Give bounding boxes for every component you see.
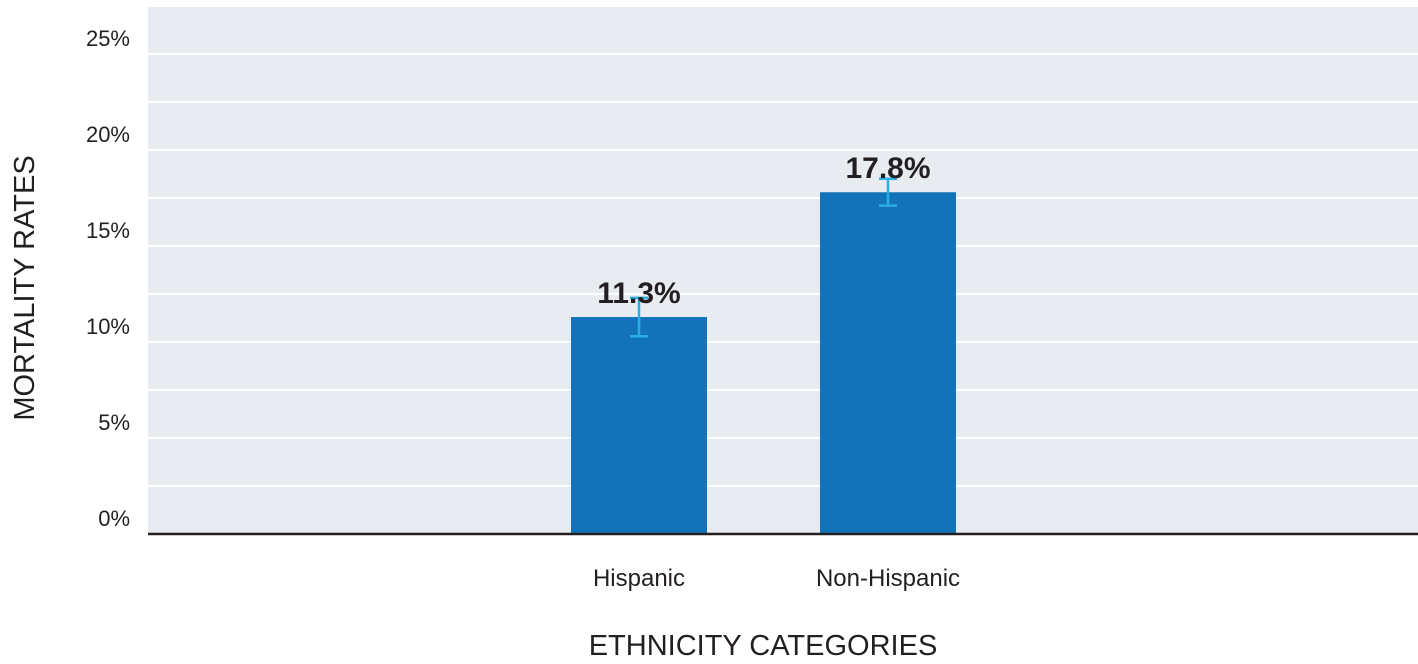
y-tick-label: 0% — [98, 506, 130, 531]
plot-background — [148, 6, 1418, 534]
y-tick-label: 25% — [86, 26, 130, 51]
bar-non-hispanic — [820, 192, 956, 535]
y-axis-title: MORTALITY RATES — [9, 155, 41, 420]
bars — [571, 192, 956, 535]
y-axis-ticks: 0% 5% 10% 15% 20% 25% — [86, 26, 130, 531]
data-label: 17.8% — [845, 152, 930, 185]
error-bars — [630, 177, 897, 338]
error-bar — [630, 296, 648, 338]
x-axis-title: ETHNICITY CATEGORIES — [589, 630, 938, 662]
bar-hispanic — [571, 317, 707, 534]
gridlines — [148, 5, 1418, 487]
y-tick-label: 5% — [98, 410, 130, 435]
y-tick-label: 20% — [86, 122, 130, 147]
data-label: 11.3% — [597, 277, 680, 310]
x-axis-categories: Hispanic Non-Hispanic — [593, 565, 960, 592]
data-labels: 11.3% 17.8% — [597, 152, 930, 310]
x-category-label: Non-Hispanic — [816, 565, 960, 592]
error-bar — [879, 177, 897, 207]
x-category-label: Hispanic — [593, 565, 685, 592]
y-tick-label: 10% — [86, 314, 130, 339]
y-tick-label: 15% — [86, 218, 130, 243]
